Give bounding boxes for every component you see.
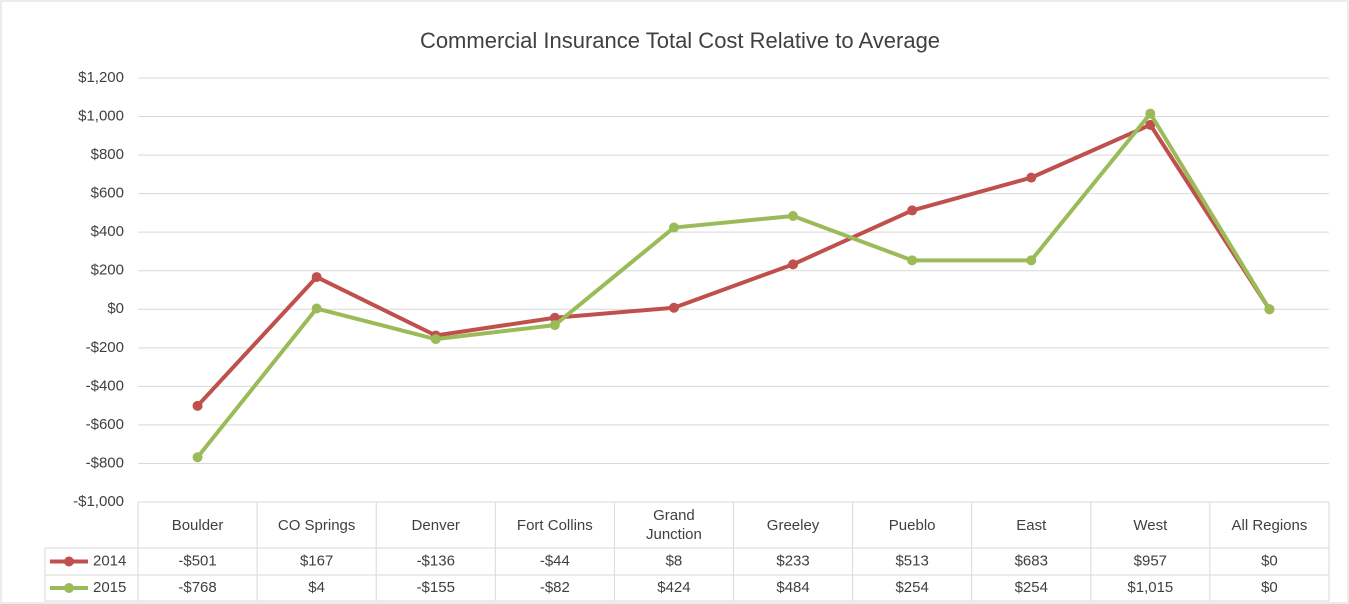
data-point <box>430 334 441 345</box>
category-cell: Pueblo <box>888 516 936 534</box>
x-tick-label: Greeley <box>766 516 820 534</box>
y-tick-label: $200 <box>91 262 124 279</box>
data-point <box>549 312 560 323</box>
y-tick-label: -$400 <box>86 377 124 394</box>
category-cell: Boulder <box>171 516 224 534</box>
data-point <box>549 320 560 331</box>
legend-label: 2015 <box>93 579 126 596</box>
series-line <box>195 111 1272 459</box>
y-tick-label: -$800 <box>86 454 124 471</box>
x-tick-label: Denver <box>411 516 460 534</box>
x-tick-label: East <box>1016 516 1047 534</box>
y-tick-label: $600 <box>91 185 124 202</box>
data-point <box>788 210 799 221</box>
y-tick-label: $800 <box>91 146 124 163</box>
legend-marker <box>64 583 74 593</box>
y-tick-label: $1,200 <box>78 69 124 86</box>
data-point <box>1264 304 1275 315</box>
chart-title: Commercial Insurance Total Cost Relative… <box>420 28 940 53</box>
data-point <box>907 255 918 266</box>
table-value: $484 <box>776 579 809 596</box>
table-value: -$136 <box>417 552 455 569</box>
y-tick-label: -$600 <box>86 416 124 433</box>
table-value: -$155 <box>417 579 455 596</box>
data-point <box>788 259 799 270</box>
table-value: $0 <box>1261 552 1278 569</box>
legend-label: 2014 <box>93 552 126 569</box>
data-point <box>192 452 203 463</box>
table-value: $8 <box>666 552 683 569</box>
category-cell: Fort Collins <box>516 516 593 534</box>
x-tick-label: All Regions <box>1231 516 1308 534</box>
table-value: $957 <box>1134 552 1167 569</box>
x-tick-label: Fort Collins <box>516 516 593 534</box>
table-value: $1,015 <box>1127 579 1173 596</box>
category-cell: East <box>1016 516 1047 534</box>
data-point <box>1145 108 1156 119</box>
category-cell: Denver <box>411 516 460 534</box>
table-value: -$44 <box>540 552 570 569</box>
x-tick-label: West <box>1133 516 1168 534</box>
table-value: $254 <box>1015 579 1048 596</box>
data-point <box>311 272 322 283</box>
table-value: $683 <box>1015 552 1048 569</box>
table-value: $4 <box>308 579 325 596</box>
data-point <box>907 205 918 216</box>
legend-marker <box>64 556 74 567</box>
series-line <box>196 122 1272 408</box>
table-value: -$82 <box>540 579 570 596</box>
y-tick-label: $0 <box>107 300 124 317</box>
x-tick-label: Boulder <box>171 516 224 534</box>
y-tick-label: -$200 <box>86 339 124 356</box>
category-cell: CO Springs <box>277 516 356 534</box>
table-value: $167 <box>300 552 333 569</box>
x-tick-label: CO Springs <box>277 516 356 534</box>
category-cell: All Regions <box>1231 516 1308 534</box>
category-cell: West <box>1133 516 1168 534</box>
data-point <box>192 400 203 411</box>
data-point <box>668 302 679 313</box>
x-tick-label: Pueblo <box>888 516 936 534</box>
data-point <box>311 303 322 314</box>
table-value: $0 <box>1261 579 1278 596</box>
y-tick-label: $400 <box>91 223 124 240</box>
category-cell: Grand Junction <box>646 507 702 543</box>
table-value: -$768 <box>178 579 216 596</box>
data-point <box>1145 119 1156 130</box>
table-value: $424 <box>657 579 690 596</box>
table-value: $233 <box>776 552 809 569</box>
data-point <box>1026 172 1037 183</box>
table-value: -$501 <box>178 552 216 569</box>
y-tick-label: $1,000 <box>78 108 124 125</box>
x-tick-label: Grand Junction <box>646 507 702 543</box>
data-point <box>668 222 679 233</box>
data-point <box>1026 255 1037 266</box>
category-cell: Greeley <box>766 516 820 534</box>
table-value: $513 <box>895 552 928 569</box>
table-value: $254 <box>895 579 928 596</box>
y-tick-label: -$1,000 <box>73 493 124 510</box>
